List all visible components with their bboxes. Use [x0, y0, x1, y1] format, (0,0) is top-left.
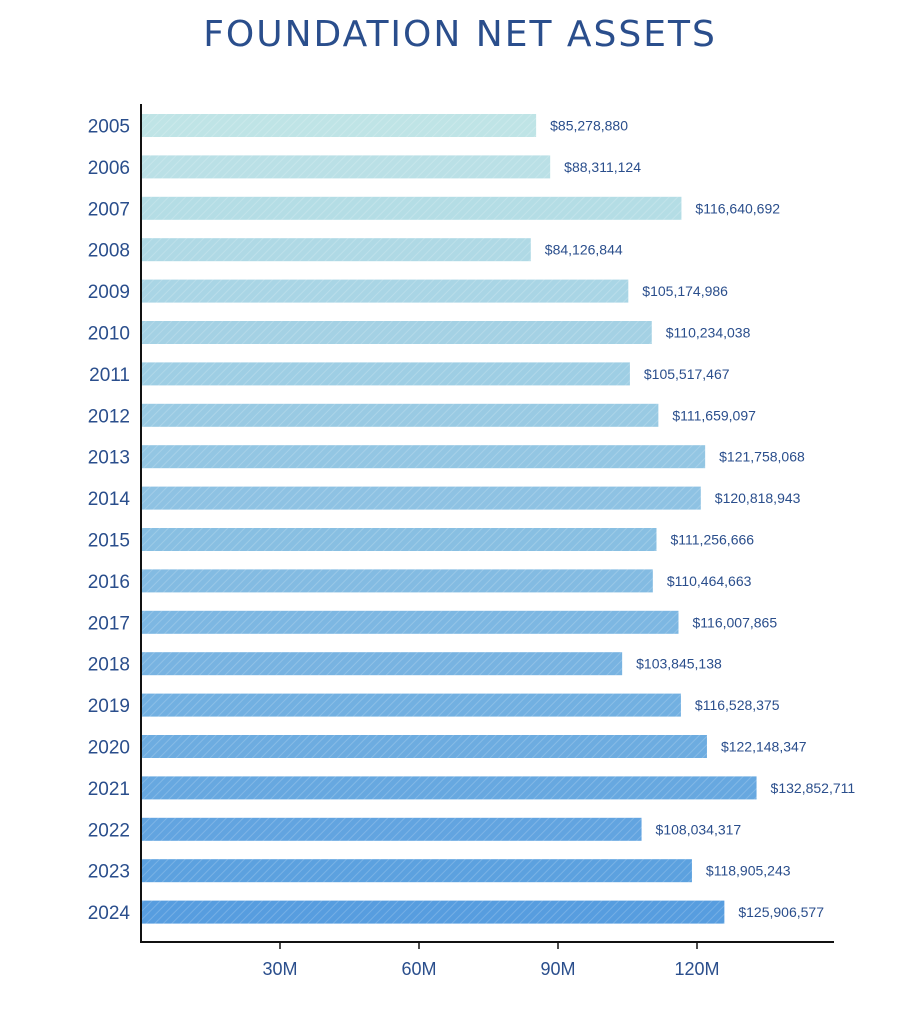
value-label-2021: $132,852,711: [771, 780, 856, 796]
bar-texture-2006: [141, 155, 551, 179]
category-label-2009: 2009: [88, 282, 130, 303]
category-label-2017: 2017: [88, 613, 130, 634]
value-label-2023: $118,905,243: [706, 863, 791, 879]
value-label-2009: $105,174,986: [642, 283, 728, 299]
category-label-2018: 2018: [88, 655, 130, 676]
value-label-2017: $116,007,865: [693, 614, 778, 630]
category-label-2020: 2020: [88, 738, 130, 759]
bar-texture-2013: [141, 445, 706, 469]
category-label-2021: 2021: [88, 779, 130, 800]
category-label-2008: 2008: [88, 241, 130, 262]
x-tick-label-60M: 60M: [401, 959, 436, 979]
category-label-2013: 2013: [88, 448, 130, 469]
category-label-2022: 2022: [88, 820, 130, 841]
bar-texture-2024: [141, 900, 725, 924]
bar-texture-2010: [141, 321, 652, 344]
value-label-2012: $111,659,097: [672, 407, 756, 423]
category-label-2023: 2023: [88, 862, 130, 883]
value-label-2020: $122,148,347: [721, 739, 807, 755]
value-label-2010: $110,234,038: [666, 325, 751, 341]
bar-texture-2011: [141, 362, 630, 386]
value-label-2019: $116,528,375: [695, 697, 780, 713]
bar-texture-2018: [141, 652, 623, 676]
bar-texture-2023: [141, 859, 692, 883]
category-label-2019: 2019: [88, 696, 130, 717]
category-label-2016: 2016: [88, 572, 130, 593]
bar-texture-2005: [141, 114, 537, 137]
category-label-2011: 2011: [89, 365, 130, 386]
category-label-2005: 2005: [88, 117, 130, 138]
category-label-2010: 2010: [88, 324, 130, 345]
value-label-2011: $105,517,467: [644, 366, 730, 382]
bar-texture-2012: [141, 403, 659, 427]
value-label-2007: $116,640,692: [695, 200, 780, 216]
value-label-2005: $85,278,880: [550, 118, 628, 134]
category-label-2006: 2006: [88, 158, 130, 179]
category-label-2015: 2015: [88, 531, 130, 552]
axis-layer: 30M 60M 90M 120M: [140, 104, 834, 979]
chart-title: FOUNDATION NET ASSETS: [203, 14, 717, 55]
bar-texture-2014: [141, 486, 701, 510]
category-label-2012: 2012: [88, 406, 130, 427]
bar-texture-2008: [141, 238, 531, 262]
value-label-2022: $108,034,317: [656, 821, 742, 837]
bar-texture-2007: [141, 196, 682, 220]
value-label-2013: $121,758,068: [719, 449, 805, 465]
value-label-2015: $111,256,666: [670, 532, 754, 548]
x-tick-label-90M: 90M: [540, 959, 575, 979]
bars-layer: [141, 114, 757, 924]
bar-texture-2017: [141, 610, 679, 634]
x-tick-label-30M: 30M: [262, 959, 297, 979]
bar-texture-2019: [141, 693, 681, 717]
value-label-2006: $88,311,124: [564, 159, 641, 175]
category-label-2007: 2007: [88, 199, 130, 220]
labels-layer: 2005 $85,278,880 2006 $88,311,124 2007 $116,6…: [88, 117, 856, 925]
bar-texture-2015: [141, 528, 657, 551]
value-label-2014: $120,818,943: [715, 490, 801, 506]
value-label-2008: $84,126,844: [545, 242, 623, 258]
bar-texture-2021: [141, 776, 757, 800]
bar-texture-2016: [141, 569, 653, 593]
x-tick-label-120M: 120M: [674, 959, 719, 979]
bar-texture-2022: [141, 817, 642, 841]
bar-texture-2009: [141, 279, 629, 303]
value-label-2016: $110,464,663: [667, 573, 752, 589]
value-label-2024: $125,906,577: [738, 904, 824, 920]
bar-texture-2020: [141, 735, 707, 758]
category-label-2014: 2014: [88, 489, 131, 510]
category-label-2024: 2024: [88, 903, 131, 924]
value-label-2018: $103,845,138: [636, 656, 722, 672]
